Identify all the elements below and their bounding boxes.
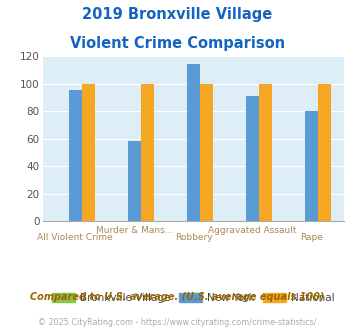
Text: Compared to U.S. average. (U.S. average equals 100): Compared to U.S. average. (U.S. average … <box>30 292 325 302</box>
Text: © 2025 CityRating.com - https://www.cityrating.com/crime-statistics/: © 2025 CityRating.com - https://www.city… <box>38 318 317 327</box>
Legend: Bronxville Village, New York, National: Bronxville Village, New York, National <box>48 289 339 308</box>
Text: 2019 Bronxville Village: 2019 Bronxville Village <box>82 7 273 21</box>
Bar <box>259 83 272 221</box>
Bar <box>200 83 213 221</box>
Bar <box>69 90 82 221</box>
Bar <box>128 141 141 221</box>
Bar <box>82 83 95 221</box>
Text: Rape: Rape <box>300 233 323 242</box>
Bar <box>305 111 318 221</box>
Text: All Violent Crime: All Violent Crime <box>37 233 113 242</box>
Bar <box>141 83 154 221</box>
Bar <box>187 64 200 221</box>
Bar <box>318 83 331 221</box>
Text: Aggravated Assault: Aggravated Assault <box>208 226 297 235</box>
Text: Violent Crime Comparison: Violent Crime Comparison <box>70 36 285 51</box>
Text: Murder & Mans...: Murder & Mans... <box>95 226 173 235</box>
Bar <box>246 96 259 221</box>
Text: Robbery: Robbery <box>175 233 212 242</box>
